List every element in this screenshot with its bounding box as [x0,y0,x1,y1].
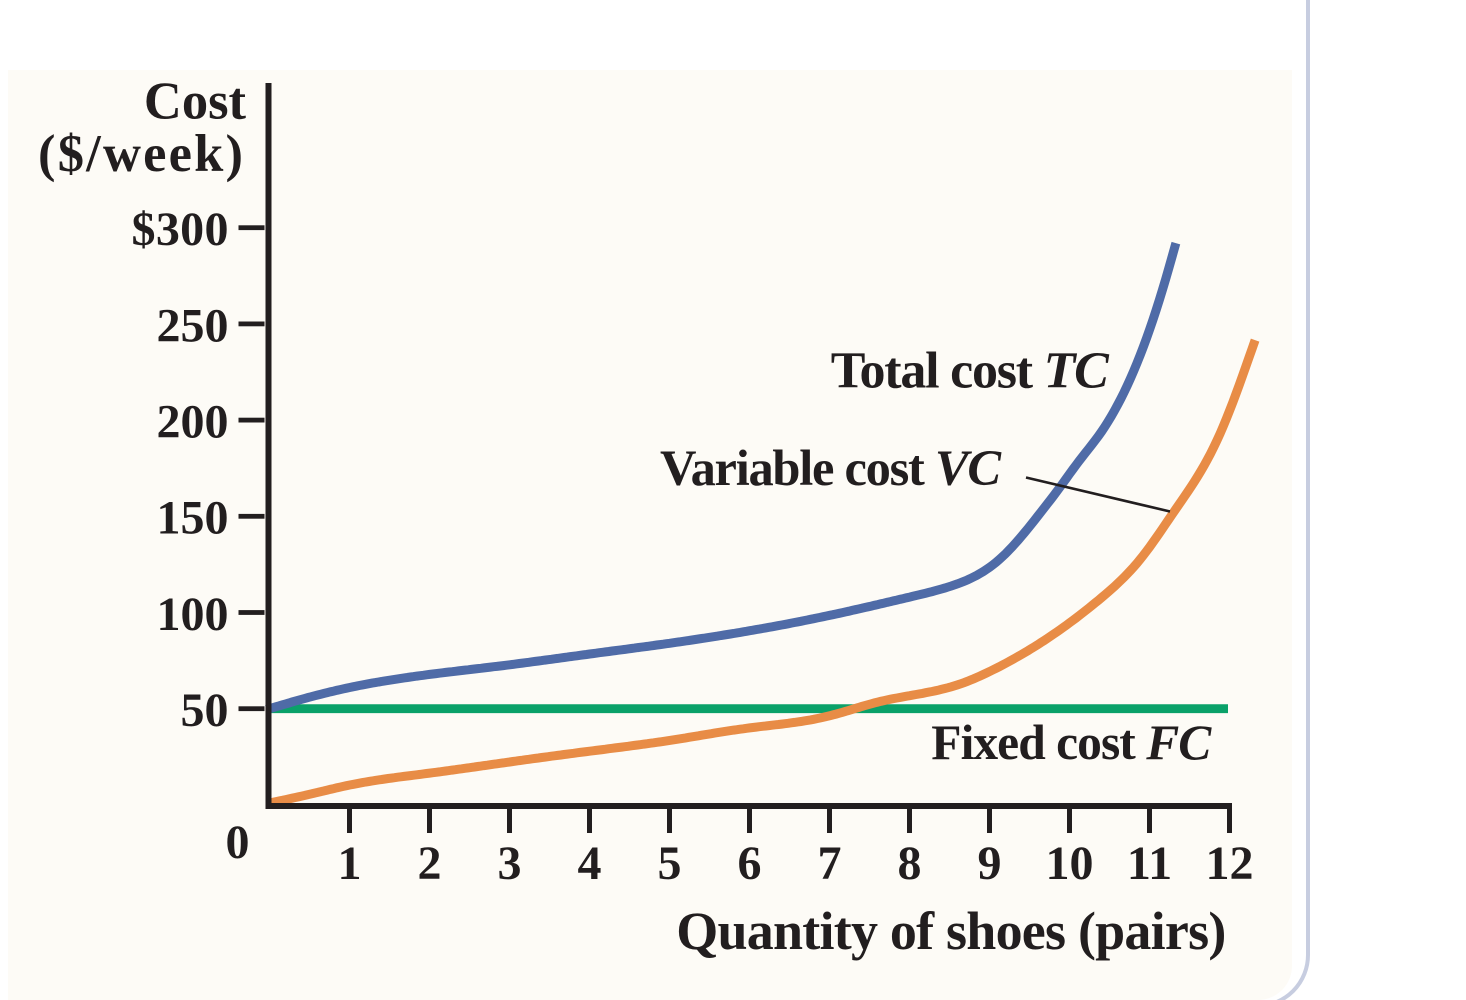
svg-text:12: 12 [1206,837,1254,890]
svg-text:9: 9 [978,837,1002,890]
svg-text:150: 150 [157,492,229,545]
svg-text:Variable cost VC: Variable cost VC [660,440,1002,496]
svg-text:Total cost TC: Total cost TC [831,343,1110,400]
svg-text:Fixed cost FC: Fixed cost FC [931,715,1212,770]
svg-text:200: 200 [157,396,229,449]
svg-text:($/week): ($/week) [38,125,243,183]
svg-text:11: 11 [1127,837,1172,890]
svg-text:3: 3 [498,837,522,890]
svg-text:50: 50 [181,684,229,737]
svg-text:Cost: Cost [144,73,247,131]
svg-text:Quantity of shoes (pairs): Quantity of shoes (pairs) [676,901,1226,961]
svg-text:2: 2 [418,837,442,890]
svg-text:10: 10 [1046,837,1094,890]
svg-text:100: 100 [157,588,229,641]
svg-text:$300: $300 [132,203,229,256]
svg-text:7: 7 [818,837,842,890]
svg-text:5: 5 [658,837,682,890]
svg-text:0: 0 [226,816,250,869]
svg-text:250: 250 [157,299,229,352]
svg-text:4: 4 [578,837,602,890]
svg-text:1: 1 [338,837,362,890]
svg-text:6: 6 [738,837,762,890]
svg-text:8: 8 [898,837,922,890]
